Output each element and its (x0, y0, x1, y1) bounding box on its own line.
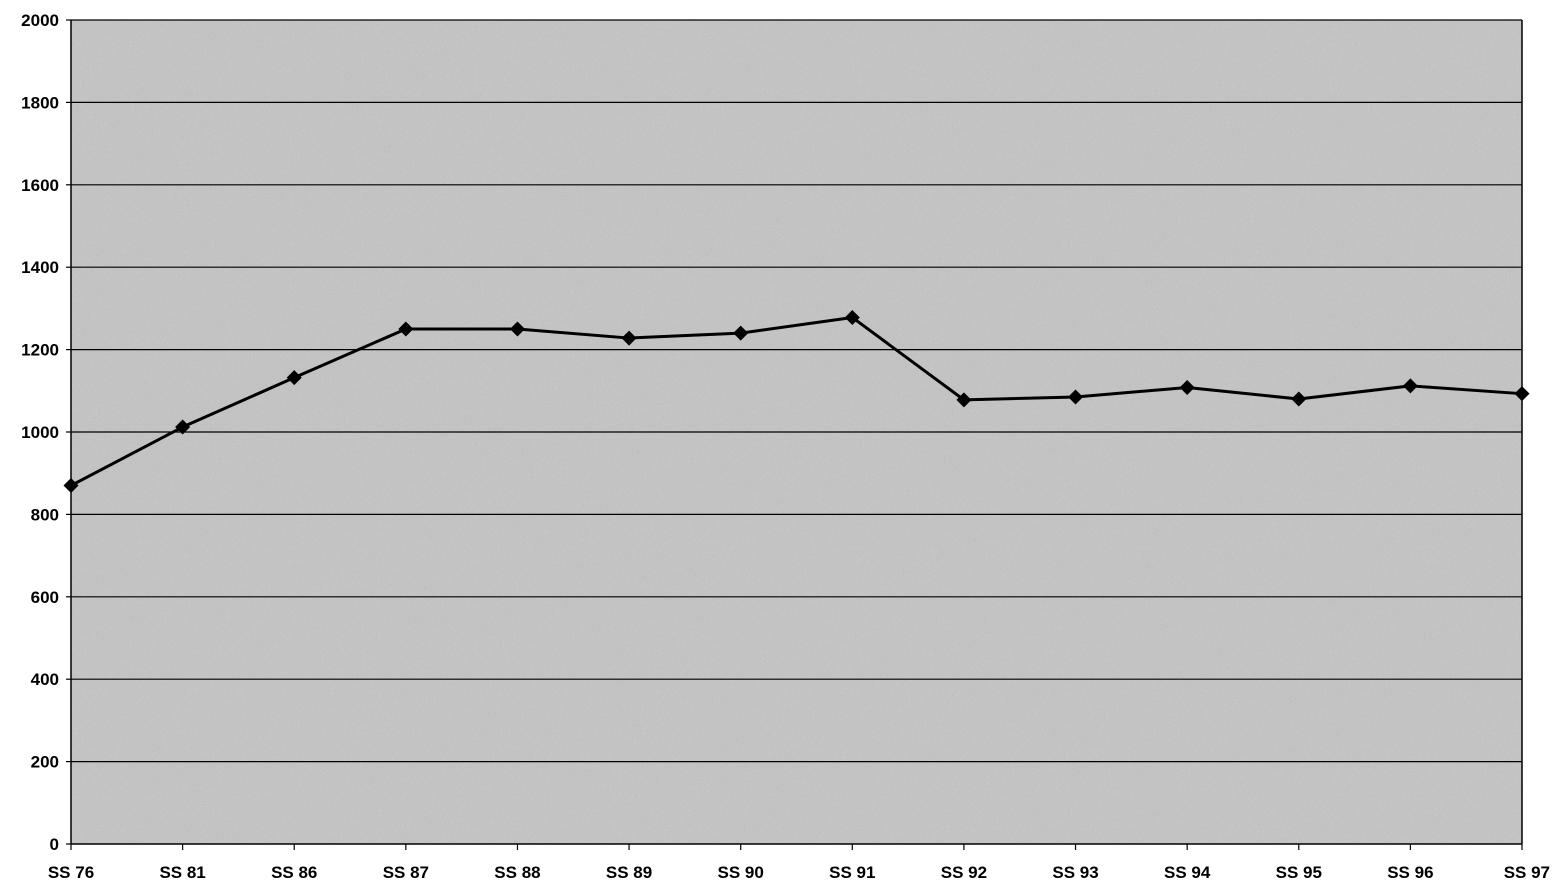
data-point-ss-96 (1402, 378, 1418, 394)
x-tick-label: SS 87 (383, 863, 429, 882)
x-tick-label: SS 92 (941, 863, 987, 882)
y-tick-label: 1800 (21, 93, 59, 112)
y-tick-label: 0 (50, 835, 59, 854)
x-tick-label: SS 96 (1387, 863, 1433, 882)
data-point-ss-95 (1291, 391, 1307, 407)
data-point-ss-93 (1068, 389, 1084, 405)
axes (66, 19, 1523, 850)
y-tick-label: 200 (31, 753, 59, 772)
data-point-ss-91 (844, 309, 860, 325)
data-point-ss-94 (1179, 380, 1195, 396)
data-point-ss-87 (398, 321, 414, 337)
x-tick-label: SS 93 (1052, 863, 1098, 882)
x-tick-labels: SS 76 SS 81 SS 86 SS 87 SS 88 SS 89 SS 90 SS 91… (48, 863, 1550, 882)
series-line (70, 315, 1523, 487)
y-tick-label: 600 (31, 588, 59, 607)
data-point-ss-81 (175, 419, 191, 435)
y-tick-label: 2000 (21, 11, 59, 30)
x-tick-label: SS 94 (1164, 863, 1211, 882)
x-tick-label: SS 89 (606, 863, 652, 882)
y-tick-labels: 0 200 400 600 800 1000 1200 1400 1600 1800 2000 (21, 11, 59, 854)
x-tick-label: SS 91 (829, 863, 875, 882)
y-tick-label: 1000 (21, 423, 59, 442)
data-point-ss-76 (63, 478, 79, 494)
x-tick-label: SS 88 (494, 863, 540, 882)
data-point-ss-92 (956, 392, 972, 408)
gridlines (71, 19, 1522, 763)
y-tick-label: 1600 (21, 176, 59, 195)
y-tick-label: 800 (31, 505, 59, 524)
x-tick-label: SS 86 (271, 863, 317, 882)
data-point-ss-89 (621, 330, 637, 346)
x-tick-label: SS 81 (159, 863, 205, 882)
data-point-ss-86 (286, 370, 302, 386)
y-tick-label: 1400 (21, 258, 59, 277)
x-tick-label: SS 95 (1276, 863, 1322, 882)
y-tick-label: 400 (31, 670, 59, 689)
data-point-ss-90 (733, 325, 749, 341)
x-tick-label: SS 90 (718, 863, 764, 882)
y-tick-label: 1200 (21, 341, 59, 360)
series (63, 309, 1530, 494)
data-point-ss-97 (1514, 386, 1530, 402)
x-tick-label: SS 76 (48, 863, 94, 882)
x-tick-label: SS 97 (1504, 863, 1550, 882)
data-point-ss-88 (509, 321, 525, 337)
